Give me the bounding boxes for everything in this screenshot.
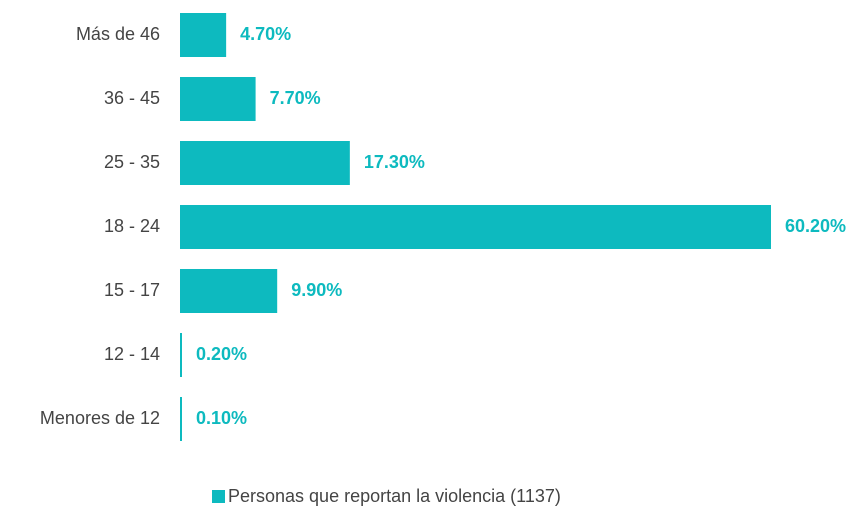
bar [180, 333, 182, 377]
category-label: 25 - 35 [104, 152, 160, 172]
legend-label: Personas que reportan la violencia (1137… [228, 486, 561, 506]
category-label: 15 - 17 [104, 280, 160, 300]
value-label: 0.10% [196, 408, 247, 428]
bar [180, 205, 771, 249]
bar [180, 13, 227, 57]
value-label: 9.90% [291, 280, 342, 300]
bar [180, 269, 278, 313]
category-label: Menores de 12 [40, 408, 160, 428]
value-label: 0.20% [196, 344, 247, 364]
value-label: 4.70% [240, 24, 291, 44]
bar [180, 77, 256, 121]
value-label: 60.20% [785, 216, 846, 236]
category-label: 36 - 45 [104, 88, 160, 108]
bar [180, 397, 182, 441]
value-label: 17.30% [364, 152, 425, 172]
legend-swatch [212, 490, 225, 503]
category-label: 18 - 24 [104, 216, 160, 236]
category-label: Más de 46 [76, 24, 160, 44]
category-label: 12 - 14 [104, 344, 160, 364]
bar [180, 141, 350, 185]
value-label: 7.70% [270, 88, 321, 108]
